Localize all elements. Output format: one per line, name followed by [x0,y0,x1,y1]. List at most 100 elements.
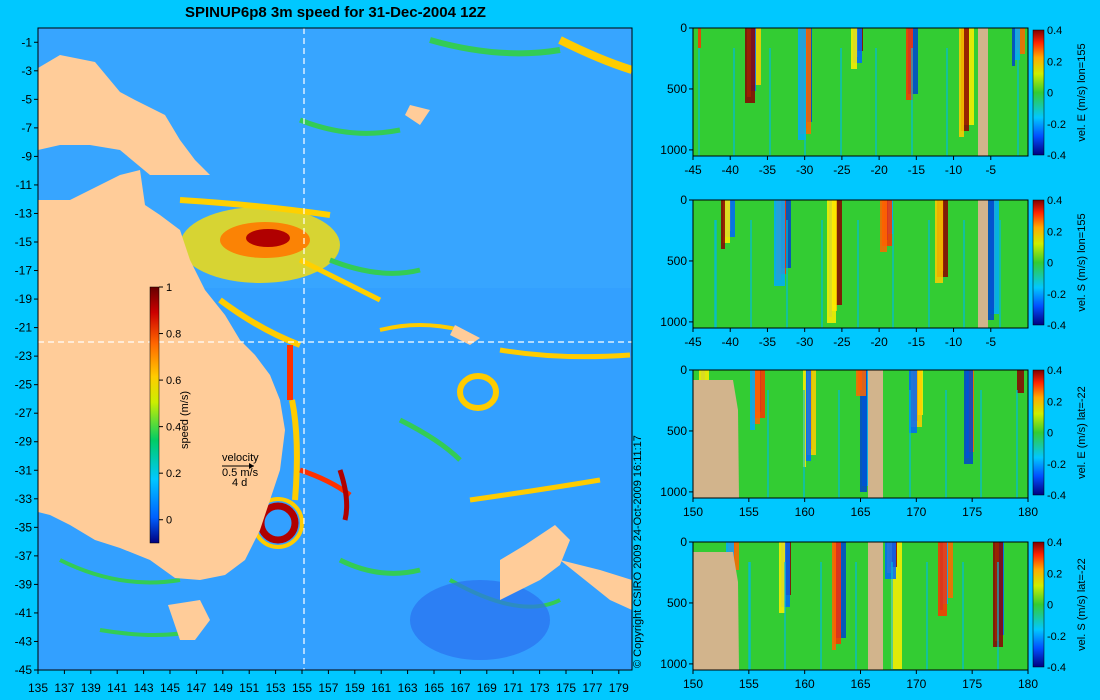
speed-colorbar-tick-label: 0 [166,515,172,527]
land-masses [38,55,632,640]
map-y-tick-label: -43 [15,634,33,648]
section-panels: -45 -40 -35 -30 -25 -20 -15 -10 -5 0 500 1000 0.4 0.2… [660,21,1088,691]
section-velocity-band [832,542,836,650]
map-y-tick-label: -33 [15,492,33,506]
section-y-tick-label: 0 [680,363,687,377]
section-colorbar-label: vel. E (m/s) lon=155 [1076,43,1088,141]
section-background [693,542,1028,670]
section-velocity-band [805,370,811,461]
velocity-arrowhead-icon [249,463,254,469]
map-y-tick-label: -23 [15,349,33,363]
section-velocity-band [798,28,806,140]
section-y-tick-label: 500 [667,424,687,438]
section-land [978,200,988,328]
section-velocity-band [997,562,999,670]
section-frame [692,199,1029,329]
section-x-tick-label: 155 [739,505,759,519]
section-colorbar-gradient [1032,29,1045,156]
velocity-legend: velocity 0.5 m/s 4 d [222,452,259,489]
section-colorbar-tick-label: -0.2 [1047,459,1066,471]
map-y-tick-label: -35 [15,520,33,534]
map-y-ticks: -1 -3 -5 -7 -9 -11 -13 -15 -17 -19 -21 -23 -25 -27 -29… [15,35,38,677]
speed-colorbar-label: speed (m/s) [179,391,191,449]
section-velocity-band [961,28,969,131]
section-y-tick-label: 1000 [660,143,687,157]
map-y-tick-label: -45 [15,663,33,677]
map-y-tick-label: -11 [16,178,33,192]
section-panel-2: -45 -40 -35 -30 -25 -20 -15 -10 -5 0 500 1000 0.4 0.2… [660,193,1088,349]
new-caledonia-land [450,325,480,345]
section-x-tick-label: -15 [908,163,926,177]
section-x-tick-label: -10 [945,335,963,349]
speed-colorbar-tick-label: 0.4 [166,422,181,434]
section-colorbar-label: vel. E (m/s) lat=-22 [1076,386,1088,479]
section-x-tick-label: -40 [722,335,740,349]
section-velocity-band [909,390,911,498]
section-land [978,28,988,156]
map-x-tick-label: 143 [134,681,154,695]
section-x-tick-label: -20 [870,335,888,349]
section-background [693,200,1028,328]
section-velocity-band [721,200,725,249]
section-velocity-band [906,28,913,100]
section-colorbar-tick-label: 0.4 [1047,365,1062,377]
map-x-tick-label: 151 [239,681,259,695]
velocity-legend-scale: 0.5 m/s [222,467,259,479]
map-x-ticks: 135 137 139 141 143 145 147 149 151 153 155 157 159 1… [28,670,629,695]
section-velocity-band [855,562,857,670]
map-y-tick-label: -5 [21,92,32,106]
section-colorbar-tick-label: -0.4 [1047,662,1066,674]
section-x-tick-label: -30 [796,163,814,177]
section-colorbar-gradient [1032,199,1045,326]
map-y-tick-label: -3 [21,64,32,78]
section-velocity-band [804,48,806,156]
section-velocity-band [959,28,964,137]
section-x-tick-label: 175 [962,677,982,691]
section-y-tick-label: 1000 [660,315,687,329]
section-velocity-band [1014,28,1020,60]
section-y-tick-label: 500 [667,82,687,96]
section-velocity-band [964,370,973,464]
section-x-tick-label: -15 [908,335,926,349]
section-velocity-band [779,542,785,613]
section-y-tick-label: 500 [667,596,687,610]
section-velocity-band [1017,370,1024,393]
section-colorbar-tick-label: -0.2 [1047,119,1066,131]
section-velocity-band [714,220,716,328]
section-velocity-band [990,200,999,314]
section-velocity-band [926,562,928,670]
map-y-tick-label: -9 [21,149,32,163]
section-velocity-band [827,200,836,323]
map-x-tick-label: 165 [424,681,444,695]
section-x-tick-label: 165 [850,677,870,691]
section-land [693,380,739,498]
section-x-tick-label: -5 [985,335,996,349]
section-colorbar-tick-label: -0.4 [1047,320,1066,332]
section-colorbar-tick-label: 0 [1047,428,1053,440]
section-x-tick-label: 160 [795,677,815,691]
section-velocity-band [988,200,994,320]
map-x-tick-label: 141 [107,681,127,695]
section-y-tick-label: 500 [667,254,687,268]
map-x-tick-label: 137 [54,681,74,695]
section-velocity-band [938,542,947,616]
map-x-tick-label: 175 [556,681,576,695]
section-x-tick-label: 150 [683,677,703,691]
section-colorbar-tick-label: 0.4 [1047,537,1062,549]
map-x-tick-label: 139 [81,681,101,695]
section-velocity-band [857,220,859,328]
figure-title: SPINUP6p8 3m speed for 31-Dec-2004 12Z [185,4,486,21]
section-velocity-band [745,28,755,103]
section-colorbar-tick-label: -0.4 [1047,490,1066,502]
map-y-tick-label: -19 [15,292,33,306]
tasmania-land [168,600,210,640]
section-velocity-band [774,200,785,286]
section-velocity-band [875,48,877,156]
map-y-tick-label: -27 [15,406,33,420]
map-x-tick-label: 171 [503,681,523,695]
speed-colorbar-ticks: 0 0.2 0.4 0.6 0.8 1 [159,282,181,527]
map-y-tick-label: -25 [15,378,33,392]
section-y-tick-label: 0 [680,21,687,35]
map-x-tick-label: 159 [345,681,365,695]
section-velocity-band [962,562,964,670]
